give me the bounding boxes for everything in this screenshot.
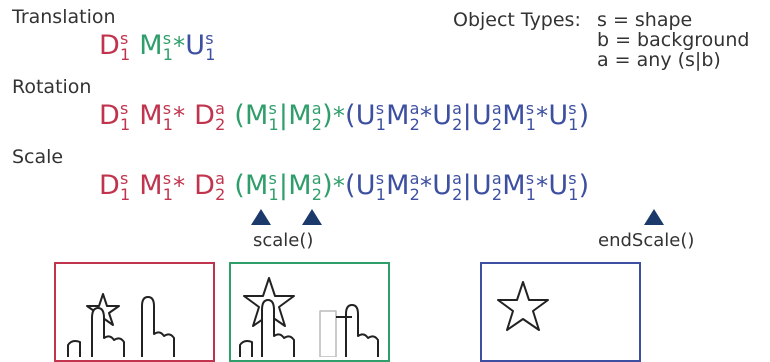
move-group: (M s 1 |M a 2)* <box>234 169 346 204</box>
heading-rotation: Rotation <box>12 76 92 98</box>
hand-icon <box>261 299 295 357</box>
scale-callback-label: scale() <box>253 230 314 251</box>
object-type-shape: s = shape <box>597 9 693 31</box>
heading-scale: Scale <box>12 146 64 168</box>
move-group: (M s 1 |M a 2)* <box>234 99 346 134</box>
heading-translation: Translation <box>12 6 116 28</box>
end-scale-marker <box>644 209 664 225</box>
hand-icon <box>345 304 379 357</box>
faded-trail <box>319 310 337 357</box>
scale-marker-1 <box>251 209 271 225</box>
star-icon <box>497 281 549 331</box>
hand-icon <box>141 296 175 357</box>
object-types-list: s = shape b = background a = any (s|b) <box>597 10 749 70</box>
hand-icon <box>91 307 125 357</box>
end-scale-callback-label: endScale() <box>598 230 695 251</box>
object-type-any: a = any (s|b) <box>597 49 721 71</box>
scale-marker-2 <box>302 209 322 225</box>
object-type-background: b = background <box>597 29 750 51</box>
object-types-title: Object Types: <box>453 9 581 31</box>
